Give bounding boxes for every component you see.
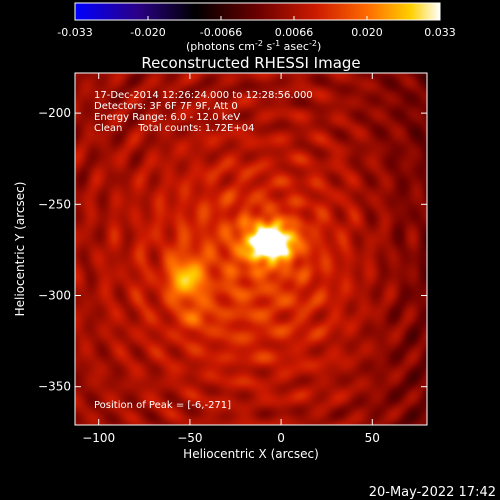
colorbar-tick-label: 0.020 [351, 26, 383, 39]
y-tick-label: −300 [38, 289, 71, 303]
colorbar-tick-label: 0.0066 [275, 26, 314, 39]
plot-frame [74, 72, 428, 426]
unit-exponent: -2 [255, 39, 263, 48]
unit-part: (photons cm [186, 40, 255, 53]
colorbar-tickmarks [74, 16, 441, 20]
y-tick-label: −350 [38, 380, 71, 394]
colorbar: -0.033 -0.020 -0.0066 0.0066 0.020 0.033… [57, 2, 456, 53]
plot-title: Reconstructed RHESSI Image [141, 54, 360, 72]
y-axis-label: Heliocentric Y (arcsec) [13, 182, 27, 317]
unit-exponent: -1 [272, 39, 280, 48]
x-axis: −100 −50 0 50 [82, 73, 380, 445]
annotation-clean-counts: Clean Total counts: 1.72E+04 [94, 123, 254, 134]
colorbar-tick-label: -0.020 [130, 26, 165, 39]
unit-part: ) [317, 40, 321, 53]
footer-timestamp: 20-May-2022 17:42 [369, 485, 496, 500]
annotation-peak-position: Position of Peak = [-6,-271] [94, 400, 231, 411]
x-axis-label: Heliocentric X (arcsec) [183, 447, 319, 461]
colorbar-tick-label: -0.033 [57, 26, 92, 39]
colorbar-tick-label: -0.0066 [200, 26, 242, 39]
colorbar-tick-label: 0.033 [424, 26, 456, 39]
y-axis: −200 −250 −300 −350 [38, 106, 427, 394]
colorbar-unit-label: (photons cm-2 s-1 asec-2) [186, 39, 321, 53]
colorbar-gradient [74, 2, 441, 21]
annotation-energy-range: Energy Range: 6.0 - 12.0 keV [94, 112, 240, 123]
y-tick-label: −200 [38, 106, 71, 120]
unit-part: asec [280, 40, 309, 53]
image-area [74, 72, 428, 426]
y-tick-label: −250 [38, 197, 71, 211]
annotation-detectors: Detectors: 3F 6F 7F 9F, Att 0 [94, 101, 238, 112]
unit-exponent: -2 [309, 39, 317, 48]
heatmap-image [75, 73, 427, 425]
x-tick-label: 50 [365, 431, 380, 445]
unit-part: s [263, 40, 272, 53]
x-tick-label: −100 [82, 431, 115, 445]
x-tick-label: 0 [277, 431, 285, 445]
annotation-time-range: 17-Dec-2014 12:26:24.000 to 12:28:56.000 [94, 90, 313, 101]
x-tick-label: −50 [177, 431, 202, 445]
